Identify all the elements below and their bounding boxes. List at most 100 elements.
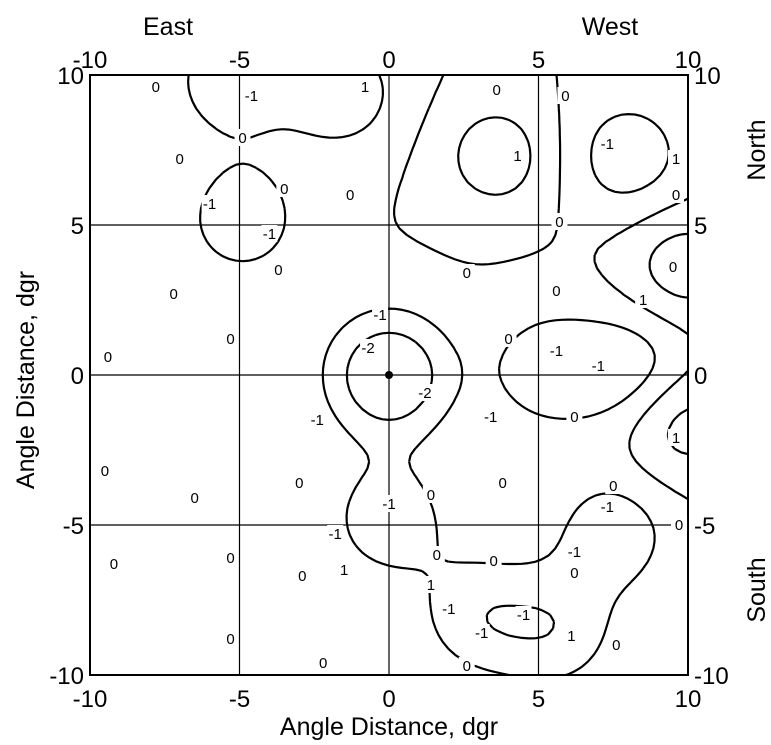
contour-label-bg — [599, 498, 616, 515]
contour-label: 0 — [433, 547, 441, 564]
contour-label: 0 — [280, 181, 288, 198]
contour-label-bg — [566, 543, 583, 560]
contour-line-level-0 — [393, 74, 689, 501]
contour-label: 1 — [427, 577, 435, 594]
contour-label: 1 — [513, 148, 521, 165]
contour-label-bg — [608, 636, 625, 653]
contour-label-bg — [201, 195, 218, 212]
contour-label-bg — [566, 564, 583, 581]
contour-label: 0 — [427, 487, 435, 504]
y-tick-label-right: 0 — [694, 363, 707, 390]
x-tick-label-top: -10 — [73, 47, 108, 74]
contour-label-bg — [342, 186, 359, 203]
contour-label-bg — [494, 474, 511, 491]
contour-label-bg — [222, 330, 239, 347]
contour-label-bg — [360, 339, 377, 356]
contour-label: 0 — [489, 553, 497, 570]
contour-label: -1 — [442, 601, 455, 618]
contour-label: 0 — [238, 130, 246, 147]
contour-label: 0 — [561, 88, 569, 105]
x-tick-label-bottom: 5 — [532, 686, 545, 713]
contour-label: 0 — [274, 262, 282, 279]
contour-label-bg — [509, 147, 526, 164]
contour-label-bg — [440, 600, 457, 617]
contour-label: -1 — [484, 409, 497, 426]
contour-label: -1 — [263, 226, 276, 243]
y-tick-label-right: 10 — [694, 63, 721, 90]
contour-label-bg — [243, 87, 260, 104]
contour-label-bg — [500, 330, 517, 347]
contour-label: -1 — [568, 544, 581, 561]
y-axis-title: Angle Distance, dgr — [12, 271, 40, 489]
y-tick-label-left: 0 — [71, 363, 84, 390]
contour-label: 0 — [669, 259, 677, 276]
contour-label: 1 — [672, 430, 680, 447]
contour-label: 0 — [176, 151, 184, 168]
contour-label-bg — [590, 357, 607, 374]
contour-label: -1 — [203, 196, 216, 213]
contour-label-bg — [416, 384, 433, 401]
contour-label: 1 — [672, 151, 680, 168]
contour-lines — [187, 74, 689, 677]
x-tick-label-bottom: 0 — [382, 686, 395, 713]
y-tick-label-right: -10 — [694, 663, 729, 690]
contour-label-bg — [422, 486, 439, 503]
contour-label: 0 — [319, 655, 327, 672]
contour-label-bg — [294, 567, 311, 584]
x-tick-label-bottom: -10 — [73, 686, 108, 713]
contour-label: -1 — [382, 496, 395, 513]
contour-label: -1 — [550, 343, 563, 360]
contour-label-bg — [99, 348, 116, 365]
contour-label-bg — [186, 489, 203, 506]
contour-label-bg — [147, 78, 164, 95]
y-tick-label-left: 10 — [57, 63, 84, 90]
x-tick-label-top: 5 — [532, 47, 545, 74]
contour-label-bg — [171, 150, 188, 167]
contour-label: -1 — [311, 412, 324, 429]
contour-label: 0 — [298, 568, 306, 585]
contour-label-bg — [548, 282, 565, 299]
contour-label-bg — [488, 81, 505, 98]
contour-label: -1 — [373, 307, 386, 324]
contour-line-level-1 — [457, 116, 689, 456]
contour-label-bg — [599, 135, 616, 152]
contour-label: 0 — [110, 556, 118, 573]
contour-label-bg — [563, 627, 580, 644]
contour-label-bg — [515, 606, 532, 623]
contour-label-bg — [458, 657, 475, 674]
contour-label-bg — [309, 411, 326, 428]
contour-label: -1 — [592, 358, 605, 375]
x-axis-title: Angle Distance, dgr — [280, 713, 498, 741]
contour-label-bg — [548, 342, 565, 359]
contour-label-bg — [668, 150, 685, 167]
contour-label-bg — [422, 576, 439, 593]
contour-label: -1 — [517, 607, 530, 624]
contour-label: 0 — [226, 331, 234, 348]
contour-label-bg — [105, 555, 122, 572]
contour-label: 0 — [555, 214, 563, 231]
contour-label: 1 — [340, 562, 348, 579]
contour-label-bg — [668, 429, 685, 446]
contour-label-bg — [428, 546, 445, 563]
x-tick-label-top: 10 — [675, 47, 702, 74]
contour-label: 0 — [190, 490, 198, 507]
direction-label-east: East — [143, 13, 193, 41]
contour-label: 0 — [570, 409, 578, 426]
contour-label: -1 — [329, 526, 342, 543]
y-tick-label-left: -10 — [49, 663, 84, 690]
contour-label: 0 — [226, 550, 234, 567]
contour-label-bg — [372, 306, 389, 323]
contour-label-bg — [165, 285, 182, 302]
contour-label: 0 — [463, 658, 471, 675]
contour-label-bg — [291, 474, 308, 491]
contour-label: 0 — [609, 478, 617, 495]
contour-label-bg — [605, 477, 622, 494]
contour-label-bg — [276, 180, 293, 197]
contour-label: 0 — [675, 517, 683, 534]
contour-label-bg — [635, 291, 652, 308]
contour-label-bg — [668, 186, 685, 203]
contour-label: -1 — [245, 88, 258, 105]
contour-label-bg — [551, 213, 568, 230]
contour-label-bg — [485, 552, 502, 569]
